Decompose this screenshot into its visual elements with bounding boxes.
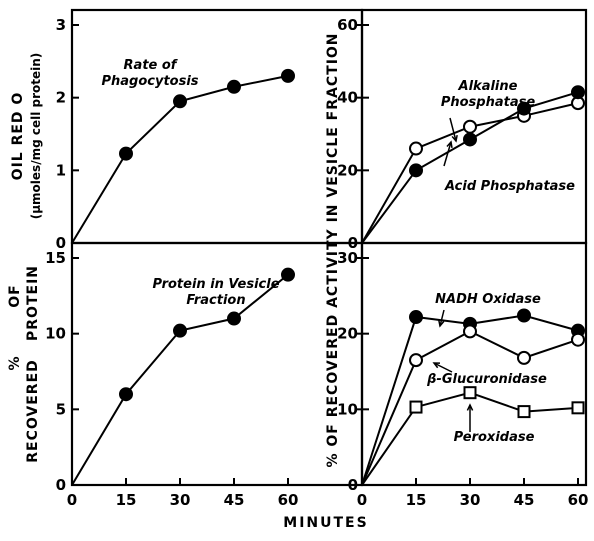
panel-2-series-2-point	[409, 163, 423, 178]
panel-3-ytick-label: 5	[56, 400, 66, 418]
panel-3-series-1-point	[173, 323, 187, 338]
panel-3-series-1-point	[119, 387, 133, 402]
panel-3-ytick-label: 10	[45, 325, 66, 343]
panel-3-series-1-annotation: Fraction	[186, 293, 245, 308]
panel-2-series-1-arrow	[449, 117, 457, 142]
panel-3-ytick-label: 15	[45, 249, 66, 267]
panel-1-series-1-point	[173, 94, 187, 109]
panel-3-xtick-label: 0	[67, 491, 77, 509]
panel-4-series-3-annotation: Peroxidase	[454, 430, 535, 445]
panel-4-series-2-arrowhead	[432, 362, 441, 369]
shared-y-axis-label: % OF RECOVERED ACTIVITY IN VESICLE FRACT…	[325, 32, 341, 467]
panel-2-ytick-label: 20	[337, 161, 358, 179]
panel-4-series-3-point	[463, 386, 477, 400]
panel-4-series-3-point	[409, 400, 423, 414]
panel-1-series-1-annotation: Rate of	[124, 58, 179, 73]
panel-3-xtick-label: 60	[278, 491, 299, 509]
panel-4-series-2-point	[571, 332, 585, 347]
panel-2-ytick-label: 0	[348, 234, 358, 252]
panel-4-frame	[360, 241, 588, 487]
panel-4-series-1-point	[409, 310, 423, 325]
panel-4-series-1-point	[517, 308, 531, 323]
panel-4-xtick-label: 60	[568, 491, 589, 509]
panel-2-series-2-arrow	[443, 141, 452, 167]
panel-3-series-1-point	[281, 267, 295, 282]
panel-2-series-1-point	[463, 119, 477, 134]
panel-3-xtick-label: 30	[170, 491, 191, 509]
panel-3-xtick-label: 45	[224, 491, 245, 509]
panel-2-ytick-label: 60	[337, 16, 358, 34]
panel-1-ytick-label: 2	[56, 89, 66, 107]
panel-4-ytick-label: 30	[337, 249, 358, 267]
y-axis-label-oil-red-o-units: (μmoles/mg cell protein)	[29, 53, 43, 220]
panel-2-series-2-point	[517, 101, 531, 116]
panel-1-series-1-point	[227, 79, 241, 94]
panel-1-series-1-annotation: Phagocytosis	[101, 74, 198, 89]
y-axis-label-oil-red-o: OIL RED O	[10, 92, 26, 181]
panel-4-ytick-label: 0	[348, 476, 358, 494]
panel-3-series-1-point	[227, 311, 241, 326]
panel-1-ytick-label: 1	[56, 161, 66, 179]
panel-2-series-1-arrowhead	[451, 134, 458, 143]
y-axis-label-recovered: RECOVERED	[25, 359, 41, 463]
panel-1-series-1-point	[281, 68, 295, 83]
panel-3-series-1-annotation: Protein in Vesicle	[152, 277, 279, 292]
panel-1-frame	[70, 8, 364, 245]
panel-4-series-1-arrowhead	[438, 319, 445, 328]
panel-2-series-2-point	[463, 132, 477, 147]
panel-2-series-2-point	[571, 85, 585, 100]
panel-4-series-3-point	[571, 401, 585, 415]
y-axis-label-percent: %	[7, 355, 23, 370]
panel-1-series-1-point	[119, 146, 133, 161]
panel-2-series-1-annotation: Phosphatase	[441, 95, 536, 110]
panel-2-ytick-label: 40	[337, 89, 358, 107]
panel-4-series-1-annotation: NADH Oxidase	[435, 292, 541, 307]
panel-4-series-2-annotation: β-Glucuronidase	[426, 372, 547, 387]
panel-2-series-1-annotation: Alkaline	[458, 79, 518, 94]
panel-4-ytick-label: 10	[337, 400, 358, 418]
panel-1-ytick-label: 0	[56, 234, 66, 252]
panel-4-xtick-label: 15	[406, 491, 427, 509]
y-axis-label-protein: PROTEIN	[25, 265, 41, 341]
panel-3-xtick-label: 15	[116, 491, 137, 509]
panel-2-series-1-point	[409, 141, 423, 156]
panel-4-series-2-point	[517, 350, 531, 365]
panel-4-series-2-arrow	[433, 362, 453, 373]
panel-3-ytick-label: 0	[56, 476, 66, 494]
panel-3-series-1-line	[71, 273, 289, 486]
panel-2-series-2-line	[361, 91, 579, 244]
panel-4-xtick-label: 0	[357, 491, 367, 509]
x-axis-label: MINUTES	[283, 515, 368, 531]
panel-4-ytick-label: 20	[337, 325, 358, 343]
panel-1-ytick-label: 3	[56, 16, 66, 34]
panel-4-series-2-point	[409, 353, 423, 368]
panel-2-series-2-arrowhead	[446, 140, 453, 149]
panel-4-series-1-arrow	[439, 309, 445, 327]
panel-4-series-1-line	[361, 314, 579, 486]
panel-2-series-2-annotation: Acid Phosphatase	[444, 179, 575, 194]
panel-4-series-2-point	[463, 324, 477, 339]
y-axis-label-of: OF	[7, 284, 23, 307]
panel-4-series-3-point	[517, 405, 531, 419]
panel-4-xtick-label: 45	[514, 491, 535, 509]
panel-4-xtick-label: 30	[460, 491, 481, 509]
panel-4-series-3-arrowhead	[466, 403, 474, 411]
